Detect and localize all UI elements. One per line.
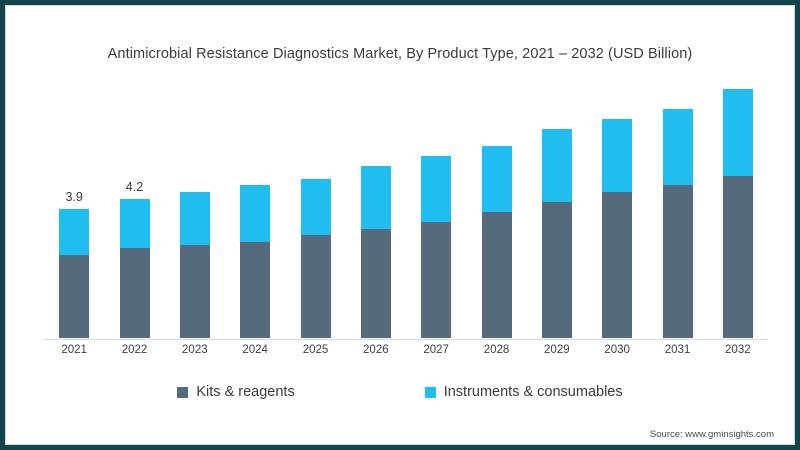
source-note: Source: www.gminsights.com bbox=[649, 429, 774, 440]
bar-stack-2032[interactable] bbox=[722, 89, 753, 338]
bar-group-2021[interactable]: 3.9 bbox=[59, 86, 90, 338]
bar-group-2030[interactable] bbox=[602, 86, 633, 338]
bar-group-2023[interactable] bbox=[179, 86, 210, 338]
x-axis-line bbox=[44, 339, 768, 340]
bar-stack-2028[interactable] bbox=[481, 145, 512, 338]
bar-segment-instruments-consumables-2026[interactable] bbox=[360, 165, 391, 229]
bar-segment-kits-reagents-2022[interactable] bbox=[119, 248, 150, 338]
bar-stack-2027[interactable] bbox=[421, 155, 452, 338]
bar-stack-2029[interactable] bbox=[541, 129, 572, 338]
bar-segment-kits-reagents-2030[interactable] bbox=[602, 192, 633, 338]
bar-segment-instruments-consumables-2031[interactable] bbox=[662, 109, 693, 186]
bar-segment-kits-reagents-2025[interactable] bbox=[300, 235, 331, 338]
bar-stack-2031[interactable] bbox=[662, 109, 693, 338]
legend-label-kits-reagents: Kits & reagents bbox=[196, 384, 295, 400]
x-tick-label-2025: 2025 bbox=[302, 344, 329, 356]
bar-stack-2025[interactable] bbox=[300, 178, 331, 338]
bar-segment-instruments-consumables-2027[interactable] bbox=[421, 155, 452, 222]
chart-legend: Kits & reagents Instruments & consumables bbox=[6, 384, 794, 400]
bar-group-2028[interactable] bbox=[481, 86, 512, 338]
x-tick-label-2022: 2022 bbox=[121, 344, 148, 356]
bar-segment-instruments-consumables-2030[interactable] bbox=[602, 119, 633, 193]
x-tick-label-2026: 2026 bbox=[363, 344, 389, 356]
x-tick-label-2021: 2021 bbox=[61, 344, 87, 356]
bar-group-2025[interactable] bbox=[300, 86, 331, 338]
bar-segment-instruments-consumables-2022[interactable] bbox=[119, 198, 150, 249]
x-tick-label-2029: 2029 bbox=[544, 344, 570, 356]
x-axis-tick-labels: 2021 2022 2023 2024 2025 2026 2027 2028 2029 2030… bbox=[44, 344, 768, 366]
bar-segment-kits-reagents-2028[interactable] bbox=[481, 212, 512, 338]
x-tick-label-2023: 2023 bbox=[182, 344, 208, 356]
bar-segment-kits-reagents-2024[interactable] bbox=[240, 241, 271, 338]
bar-stack-2023[interactable] bbox=[179, 192, 210, 338]
bar-group-2024[interactable] bbox=[240, 86, 271, 338]
bar-stack-2030[interactable] bbox=[602, 119, 633, 338]
chart-canvas: Antimicrobial Resistance Diagnostics Mar… bbox=[5, 5, 795, 445]
chart-title: Antimicrobial Resistance Diagnostics Mar… bbox=[107, 46, 693, 62]
bar-segment-kits-reagents-2031[interactable] bbox=[662, 185, 693, 338]
x-tick-label-2027: 2027 bbox=[423, 344, 449, 356]
bar-segment-kits-reagents-2026[interactable] bbox=[360, 228, 391, 338]
bar-segment-kits-reagents-2029[interactable] bbox=[541, 202, 572, 338]
bar-segment-instruments-consumables-2032[interactable] bbox=[722, 89, 753, 176]
bar-group-2027[interactable] bbox=[421, 86, 452, 338]
bar-stack-2024[interactable] bbox=[240, 185, 271, 338]
x-tick-label-2030: 2030 bbox=[604, 344, 630, 356]
bar-group-2022[interactable]: 4.2 bbox=[119, 86, 150, 338]
bar-segment-instruments-consumables-2023[interactable] bbox=[179, 192, 210, 246]
bar-segment-kits-reagents-2032[interactable] bbox=[722, 175, 753, 338]
bar-segment-instruments-consumables-2025[interactable] bbox=[300, 178, 331, 236]
bar-segment-kits-reagents-2027[interactable] bbox=[421, 221, 452, 338]
bar-stack-2026[interactable] bbox=[360, 165, 391, 338]
bar-segment-instruments-consumables-2021[interactable] bbox=[59, 208, 90, 256]
legend-item-instruments-consumables[interactable]: Instruments & consumables bbox=[424, 384, 623, 400]
bar-segment-kits-reagents-2023[interactable] bbox=[179, 245, 210, 338]
bar-segment-instruments-consumables-2028[interactable] bbox=[481, 145, 512, 212]
bar-segment-kits-reagents-2021[interactable] bbox=[59, 255, 90, 338]
legend-swatch-instruments-consumables bbox=[424, 386, 436, 398]
bar-group-2032[interactable] bbox=[722, 86, 753, 338]
x-tick-label-2031: 2031 bbox=[664, 344, 691, 356]
x-tick-label-2032: 2032 bbox=[725, 344, 751, 356]
bar-stack-2022[interactable] bbox=[119, 198, 150, 338]
x-tick-label-2028: 2028 bbox=[483, 344, 510, 356]
bar-group-2029[interactable] bbox=[541, 86, 572, 338]
plot-area: 3.9 4.2 bbox=[44, 86, 768, 338]
bar-segment-instruments-consumables-2024[interactable] bbox=[240, 185, 271, 242]
bar-group-2031[interactable] bbox=[662, 86, 693, 338]
legend-label-instruments-consumables: Instruments & consumables bbox=[443, 384, 623, 400]
bar-value-label-2022: 4.2 bbox=[125, 179, 144, 194]
legend-item-kits-reagents[interactable]: Kits & reagents bbox=[177, 384, 295, 400]
x-tick-label-2024: 2024 bbox=[242, 344, 268, 356]
bar-group-2026[interactable] bbox=[360, 86, 391, 338]
bar-stack-2021[interactable] bbox=[59, 208, 90, 338]
bar-value-label-2021: 3.9 bbox=[65, 189, 83, 204]
legend-swatch-kits-reagents bbox=[177, 386, 189, 398]
bar-segment-instruments-consumables-2029[interactable] bbox=[541, 129, 572, 203]
